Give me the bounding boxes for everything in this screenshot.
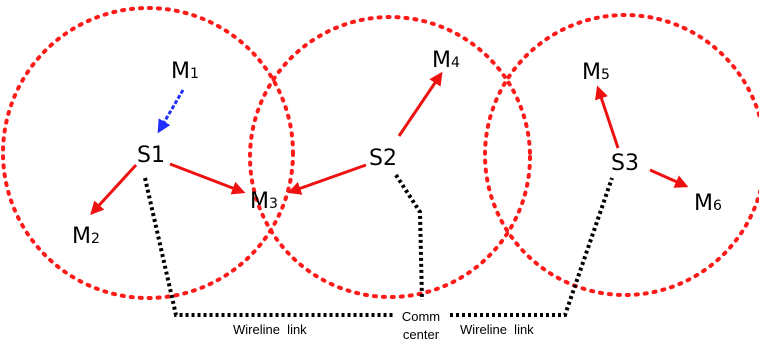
wireline-label-right: Wireline link	[460, 322, 534, 337]
mobile-m4-label: M4	[432, 48, 460, 73]
mobile-m5-base: M	[582, 60, 601, 85]
mobile-m1-label: M1	[171, 59, 199, 84]
mobile-m2-label: M2	[72, 224, 100, 249]
mobile-m2-base: M	[72, 224, 91, 249]
link-s2-m3	[290, 165, 366, 192]
link-s3-m5	[598, 88, 618, 148]
mobile-m5-sub: 5	[601, 67, 610, 83]
station-s3-label: S3	[611, 151, 639, 176]
comm-center-label-line1: Comm	[402, 309, 440, 324]
mobile-m3-sub: 3	[269, 196, 278, 212]
mobile-m2-sub: 2	[91, 231, 100, 247]
wireline-link-s2	[396, 175, 422, 300]
mobile-m6-label: M6	[694, 191, 722, 216]
wireless-links	[92, 74, 686, 213]
link-s2-m4	[399, 74, 441, 136]
station-s1-label: S1	[137, 143, 165, 168]
mobile-m1-sub: 1	[190, 66, 199, 82]
mobile-m6-sub: 6	[713, 198, 722, 214]
mobile-m3-label: M3	[250, 189, 278, 214]
mobile-m3-base: M	[250, 189, 269, 214]
station-s2-label: S2	[369, 146, 397, 171]
mobile-m6-base: M	[694, 191, 713, 216]
handoff-link-m1-s1	[159, 90, 183, 131]
mobile-m4-base: M	[432, 48, 451, 73]
mobile-m1-base: M	[171, 59, 190, 84]
wireline-links	[145, 175, 612, 315]
comm-center-label-line2: center	[403, 327, 440, 342]
link-s1-m3	[170, 164, 243, 192]
mobile-m4-sub: 4	[451, 55, 460, 71]
mobile-m5-label: M5	[582, 60, 610, 85]
wireline-label-left: Wireline link	[233, 322, 307, 337]
link-s1-m2	[92, 165, 136, 213]
wireline-link-s3	[450, 178, 612, 315]
link-s3-m6	[650, 170, 686, 186]
